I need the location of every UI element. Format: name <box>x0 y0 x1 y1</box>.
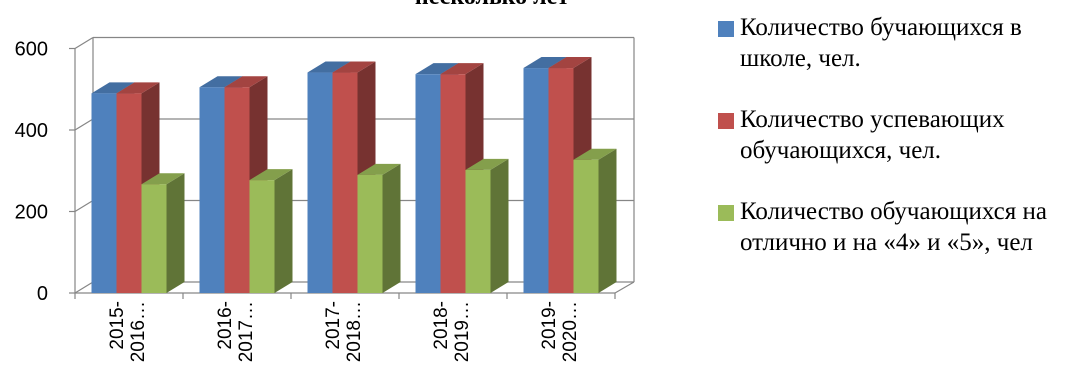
y-tick-label: 200 <box>15 202 48 224</box>
bar-top <box>116 82 160 94</box>
bar-front <box>199 87 225 294</box>
legend-swatch-passing <box>718 113 734 129</box>
bar-front <box>465 169 491 293</box>
x-tick-label-line: 2017- <box>323 301 344 350</box>
bar-top <box>548 57 592 69</box>
bar-side <box>382 163 401 293</box>
bar-top <box>224 76 268 88</box>
x-tick-label-line: 2016- <box>215 301 236 350</box>
bar-side <box>598 148 617 293</box>
gridline-side <box>74 199 94 213</box>
bar-top <box>357 163 401 175</box>
bar-front <box>523 68 549 293</box>
bar-front <box>224 87 250 294</box>
legend-label-excellent: Количество обучающихся на отлично и на «… <box>740 198 1047 256</box>
bar-top <box>141 173 185 185</box>
x-tick-label: 2017-2018… <box>323 301 365 362</box>
bar-front <box>440 74 466 293</box>
legend-item-students: Количество бучающихся в школе, чел. <box>716 12 1072 74</box>
label-layer: 0 200 400 600 2015-2016… 2016-2017… 2017-2018…… <box>15 39 581 363</box>
bar <box>573 148 617 293</box>
x-tick-label: 2016-2017… <box>215 301 257 362</box>
legend-label-students: Количество бучающихся в школе, чел. <box>740 14 1022 72</box>
x-tick-label: 2018-2019… <box>431 301 473 362</box>
x-tick-label-line: 2018- <box>431 301 452 350</box>
bar <box>141 173 185 293</box>
bar-top <box>440 63 484 75</box>
y-tick-label: 0 <box>37 283 48 305</box>
y-tick-label: 600 <box>15 39 48 61</box>
x-tick-label-line: 2015- <box>107 301 128 350</box>
bar-front <box>91 93 117 293</box>
bar <box>357 163 401 293</box>
chart-title: несколько лет <box>415 0 569 10</box>
bar-front <box>573 159 599 293</box>
gridline-side <box>74 36 94 50</box>
bar-top <box>523 57 567 69</box>
bar-layer <box>91 57 617 294</box>
bar-side <box>274 169 293 293</box>
bar-top <box>91 82 135 94</box>
x-tick-label-line: 2018… <box>344 301 365 362</box>
x-tick-label: 2015-2016… <box>107 301 149 362</box>
bar-top <box>307 61 351 73</box>
bar-front <box>415 74 441 293</box>
legend-item-excellent: Количество обучающихся на отлично и на «… <box>716 196 1072 258</box>
x-tick-label-line: 2019… <box>452 301 473 362</box>
bar-front <box>141 184 167 293</box>
legend-label-passing: Количество успевающих обучающихся, чел. <box>740 106 1005 164</box>
bar-side <box>166 173 185 293</box>
bar-front <box>249 180 275 293</box>
chart-legend: Количество бучающихся в школе, чел. Коли… <box>716 12 1072 258</box>
x-tick-label-line: 2017… <box>236 301 257 362</box>
bar-top <box>199 76 243 88</box>
bar <box>249 169 293 293</box>
gridline-side <box>74 118 94 131</box>
bar-top <box>415 63 459 75</box>
bar-top <box>573 148 617 160</box>
bar-front <box>357 174 383 293</box>
bar-front <box>332 72 358 293</box>
bar <box>465 158 509 293</box>
legend-swatch-students <box>718 21 734 37</box>
gridline-side <box>74 281 94 294</box>
y-tick-label: 400 <box>15 120 48 142</box>
floor-right-edge <box>614 281 635 294</box>
x-tick-label: 2019-2020… <box>539 301 581 362</box>
x-tick-label-line: 2016… <box>128 301 149 362</box>
legend-swatch-excellent <box>718 205 734 221</box>
bar-side <box>490 158 509 293</box>
x-tick-label-line: 2020… <box>560 301 581 362</box>
x-tick-label-line: 2019- <box>539 301 560 350</box>
bar-top <box>465 158 509 170</box>
bar-front <box>307 72 333 293</box>
legend-item-passing: Количество успевающих обучающихся, чел. <box>716 104 1072 166</box>
bar-top <box>332 61 376 73</box>
bar-front <box>116 93 142 293</box>
chart-svg: несколько лет 02004006002015-2016…2016-2… <box>15 0 635 363</box>
bar-front <box>548 68 574 293</box>
bar-top <box>249 169 293 181</box>
